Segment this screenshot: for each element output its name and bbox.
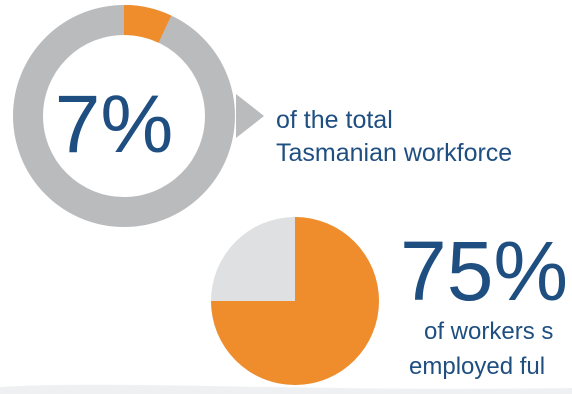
workforce-caption-line-2: Tasmanian workforce [276,139,512,167]
employment-caption-line-1: of workers s [424,318,553,345]
pie-slice-highlight [211,217,379,385]
donut-chart-workforce: 7% [13,5,264,227]
pie-value-label: 75% [400,224,568,318]
donut-slice-highlight [123,5,172,43]
donut-pointer [236,94,264,138]
background-swoosh [0,384,572,394]
employment-caption-line-2: employed ful [409,353,545,380]
donut-value-label: 7% [55,79,174,170]
workforce-caption-line-1: of the total [276,106,393,134]
pie-chart-employment [211,217,379,385]
